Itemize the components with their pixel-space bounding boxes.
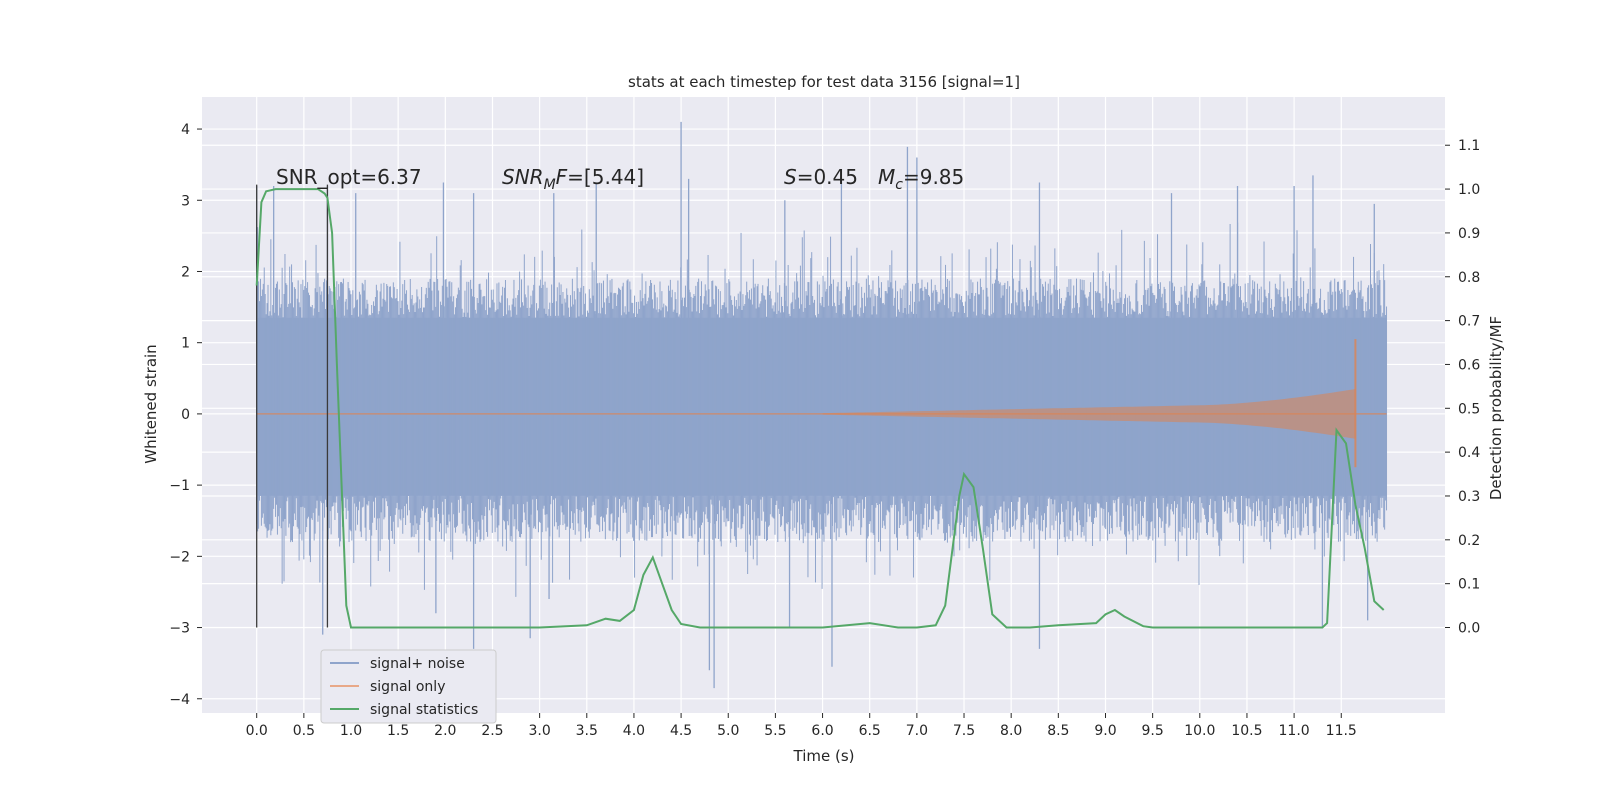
x-tick-label-22: 11.0 [1279, 723, 1310, 739]
axis-ticks: 0.0 0.5 1.0 1.5 2.0 2.5 3.0 3.5 4.0 4.5 5.0 5.5 6.0 6… [169, 122, 1480, 739]
x-tick-label-9: 4.5 [670, 723, 692, 739]
signal-statistics-line [255, 188, 1385, 629]
signal-chirp-envelope [822, 389, 1356, 439]
legend: signal+ noise signal only signal statist… [320, 649, 497, 724]
y-right-tick-label-1: 0.1 [1458, 577, 1480, 593]
x-tick-label-16: 8.0 [1000, 723, 1022, 739]
y-right-tick-label-4: 0.4 [1458, 445, 1480, 461]
annotation-mc-symbol: M [878, 165, 895, 189]
y-right-tick-label-6: 0.6 [1458, 357, 1480, 373]
x-tick-label-15: 7.5 [953, 723, 975, 739]
annotation-s: S=0.45 [784, 165, 858, 189]
y-tick-label-8: 4 [181, 122, 190, 138]
x-tick-label-4: 2.0 [434, 723, 456, 739]
y-tick-label-4: 0 [181, 407, 190, 423]
y-axis-label: Whitened strain [142, 344, 160, 463]
annotation-s-value: =0.45 [797, 165, 858, 189]
annotation-snr-mf-symbol: SNR [502, 165, 544, 189]
y-tick-label-5: 1 [181, 336, 190, 352]
y-right-tick-label-8: 0.8 [1458, 270, 1480, 286]
y-tick-label-6: 2 [181, 264, 190, 280]
annotation-snr-mf-f: F [556, 165, 568, 189]
annotation-snr-mf: SNRMF=[5.44] [502, 165, 644, 193]
y-right-tick-label-10: 1.0 [1458, 182, 1480, 198]
annotation-mc: Mc=9.85 [878, 165, 964, 193]
x-tick-label-23: 11.5 [1326, 723, 1357, 739]
y-tick-label-2: −2 [169, 549, 190, 565]
x-tick-label-6: 3.0 [528, 723, 550, 739]
x-tick-label-7: 3.5 [576, 723, 598, 739]
series-signal-only [256, 339, 1387, 468]
y-tick-label-3: −1 [169, 478, 190, 494]
annotation-mc-value: =9.85 [903, 165, 964, 189]
x-tick-label-20: 10.0 [1184, 723, 1215, 739]
x-tick-label-17: 8.5 [1047, 723, 1069, 739]
y-tick-label-0: −4 [169, 692, 190, 708]
legend-label-noise: signal+ noise [370, 656, 465, 672]
x-tick-label-21: 10.5 [1231, 723, 1262, 739]
x-tick-label-18: 9.0 [1094, 723, 1116, 739]
annotation-snr-mf-value: =[5.44] [567, 165, 644, 189]
x-tick-label-10: 5.0 [717, 723, 739, 739]
y-axis-right-label: Detection probability/MF [1487, 316, 1505, 500]
y-tick-label-7: 3 [181, 193, 190, 209]
x-tick-label-13: 6.5 [859, 723, 881, 739]
x-tick-label-2: 1.0 [340, 723, 362, 739]
x-tick-label-14: 7.0 [906, 723, 928, 739]
x-tick-label-3: 1.5 [387, 723, 409, 739]
legend-box [320, 649, 497, 724]
y-right-tick-label-0: 0.0 [1458, 621, 1480, 637]
chart-title: stats at each timestep for test data 315… [628, 73, 1020, 91]
x-tick-label-0: 0.0 [246, 723, 268, 739]
y-right-tick-label-5: 0.5 [1458, 401, 1480, 417]
x-tick-label-1: 0.5 [293, 723, 315, 739]
legend-label-signal: signal only [370, 679, 445, 695]
y-right-tick-label-7: 0.7 [1458, 314, 1480, 330]
y-right-tick-label-3: 0.3 [1458, 489, 1480, 505]
y-right-tick-label-11: 1.1 [1458, 138, 1480, 154]
x-tick-label-5: 2.5 [481, 723, 503, 739]
x-tick-label-11: 5.5 [764, 723, 786, 739]
legend-label-stats: signal statistics [370, 702, 478, 718]
annotation-snr-opt: SNR_opt=6.37 [276, 165, 422, 189]
y-tick-label-1: −3 [169, 621, 190, 637]
annotation-snr-mf-subscript: M [544, 177, 556, 193]
x-tick-label-8: 4.0 [623, 723, 645, 739]
vertical-markers [256, 184, 329, 628]
y-right-tick-label-2: 0.2 [1458, 533, 1480, 549]
x-tick-label-19: 9.5 [1142, 723, 1164, 739]
y-right-tick-label-9: 0.9 [1458, 226, 1480, 242]
annotation-mc-subscript: c [895, 177, 903, 193]
annotation-s-symbol: S [784, 165, 797, 189]
x-tick-label-12: 6.0 [811, 723, 833, 739]
x-axis-label: Time (s) [793, 747, 855, 765]
series-signal-statistics [255, 188, 1385, 629]
